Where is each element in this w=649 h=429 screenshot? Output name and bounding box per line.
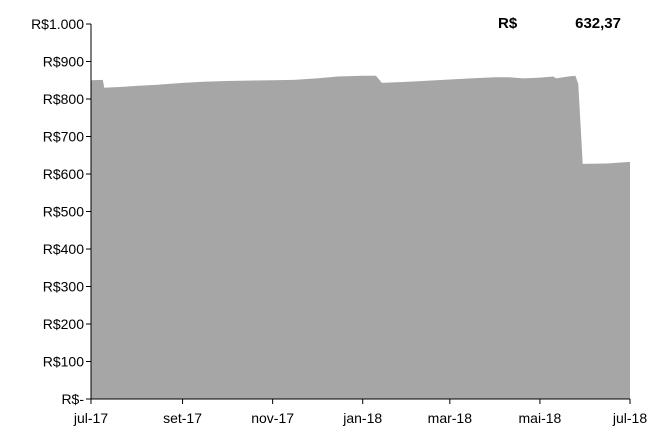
x-tick-label: jul-18 xyxy=(612,410,647,426)
x-tick-label: set-17 xyxy=(163,410,202,426)
y-tick-label: R$700 xyxy=(43,129,84,145)
x-tick-label: mar-18 xyxy=(428,410,473,426)
area-layer xyxy=(91,75,630,400)
y-tick-label: R$200 xyxy=(43,316,84,332)
y-tick-label: R$100 xyxy=(43,354,84,370)
latest-value-annotation: R$ 632,37 xyxy=(498,15,621,32)
y-tick-label: R$900 xyxy=(43,54,84,70)
annotation-value: 632,37 xyxy=(575,15,621,32)
y-tick-label: R$500 xyxy=(43,204,84,220)
x-tick-label: jan-18 xyxy=(342,410,382,426)
y-tick-label: R$600 xyxy=(43,166,84,182)
y-tick-label: R$400 xyxy=(43,241,84,257)
x-tick-label: nov-17 xyxy=(251,410,294,426)
x-tick-label: jul-17 xyxy=(73,410,108,426)
y-axis-ticks: R$- R$100 R$200 R$300 R$400 R$500 R$600 R$700 R$… xyxy=(31,16,91,407)
x-axis-ticks: jul-17 set-17 nov-17 jan-18 mar-18 mai-18 jul-… xyxy=(73,399,647,426)
x-tick-label: mai-18 xyxy=(519,410,562,426)
y-tick-label: R$300 xyxy=(43,279,84,295)
y-tick-label: R$800 xyxy=(43,91,84,107)
annotation-currency: R$ xyxy=(498,15,518,32)
y-tick-label: R$- xyxy=(61,391,84,407)
y-tick-label: R$1.000 xyxy=(31,16,84,32)
area-series xyxy=(91,75,630,400)
